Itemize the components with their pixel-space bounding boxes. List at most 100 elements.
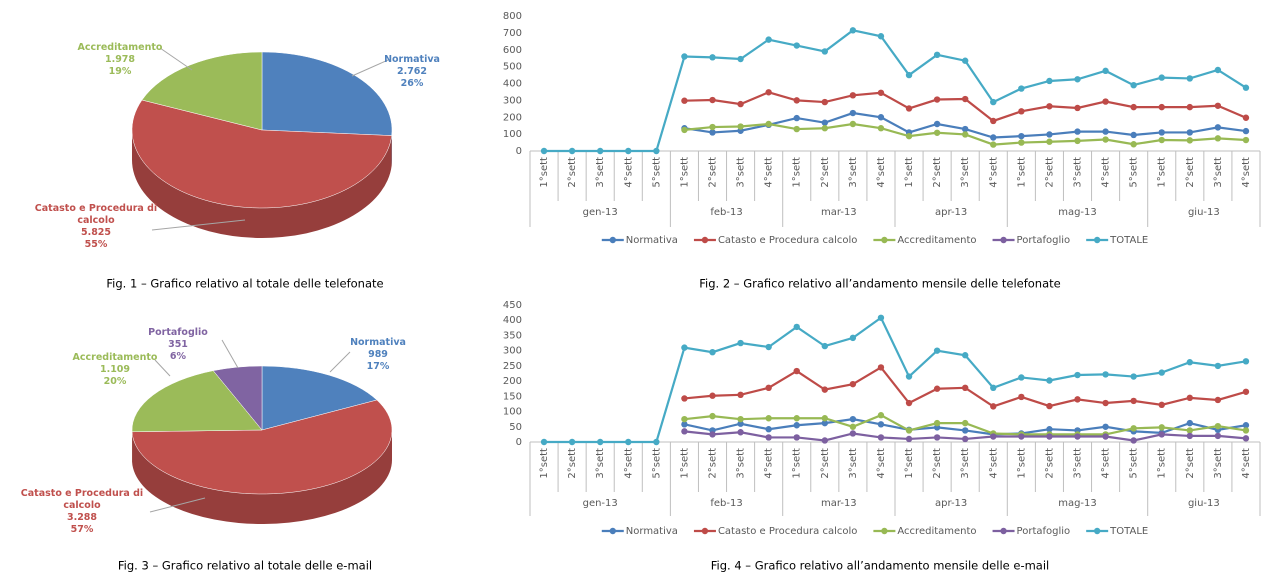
- series-marker: [1186, 359, 1194, 366]
- pie-label-percent: 57%: [70, 524, 94, 535]
- legend-marker: [1000, 236, 1007, 244]
- series-marker: [681, 97, 688, 104]
- series-marker: [793, 415, 800, 422]
- series-marker: [990, 141, 997, 148]
- series-marker: [737, 420, 744, 427]
- series-marker: [709, 54, 716, 61]
- x-tick-label: 4°sett: [1241, 448, 1252, 479]
- series-marker: [933, 96, 941, 103]
- y-tick-label: 300: [503, 95, 522, 106]
- x-tick-label: 2°sett: [932, 157, 943, 188]
- series-marker: [961, 384, 969, 392]
- series-marker: [1130, 425, 1137, 432]
- series-marker: [905, 132, 913, 140]
- series-marker: [568, 438, 576, 446]
- x-tick-label: 2°sett: [708, 157, 719, 188]
- x-tick-label: 1°sett: [539, 448, 550, 479]
- series-marker: [653, 438, 660, 446]
- series-marker: [905, 373, 913, 380]
- series-marker: [821, 125, 829, 132]
- x-group-label: apr-13: [935, 207, 967, 218]
- pie-label-value: 351: [168, 339, 188, 350]
- pie-label: Normativa 2.762 26%: [367, 54, 457, 90]
- series-marker: [877, 114, 885, 121]
- x-group-label: feb-13: [710, 498, 742, 509]
- legend-item: Portafoglio: [992, 526, 1070, 537]
- series-marker: [1158, 129, 1165, 136]
- series-marker: [821, 386, 829, 393]
- series-marker: [1102, 371, 1109, 378]
- x-group-label: mag-13: [1058, 207, 1097, 218]
- x-tick-label: 3°sett: [1073, 157, 1084, 188]
- series-marker: [877, 364, 885, 371]
- y-tick-label: 800: [503, 11, 522, 22]
- pie-label: Catasto e Procedura di calcolo 5.825 55%: [21, 203, 171, 251]
- x-tick-label: 2°sett: [820, 157, 831, 188]
- series-marker: [1046, 77, 1053, 85]
- x-tick-label: 3°sett: [1213, 157, 1224, 188]
- legend-item: Normativa: [601, 235, 678, 246]
- series-marker: [821, 48, 829, 55]
- series-marker: [1242, 127, 1250, 135]
- x-tick-label: 4°sett: [764, 157, 775, 188]
- series-marker: [877, 421, 885, 428]
- series-marker: [1018, 132, 1025, 140]
- legend-item: Portafoglio: [992, 235, 1071, 246]
- series-marker: [765, 343, 772, 351]
- legend-label: Portafoglio: [1017, 235, 1071, 246]
- pie-label-name: Normativa: [350, 337, 406, 348]
- y-tick-label: 450: [503, 300, 522, 311]
- series-marker: [1214, 422, 1222, 430]
- x-tick-label: 5°sett: [651, 157, 662, 188]
- series-marker: [625, 147, 632, 155]
- series-marker: [681, 415, 688, 423]
- series-marker: [1046, 377, 1053, 384]
- series-marker: [933, 129, 941, 136]
- pie-label-percent: 19%: [108, 66, 132, 77]
- series-line: [544, 29, 1247, 153]
- y-tick-label: 100: [503, 129, 522, 140]
- series-marker: [653, 147, 660, 155]
- legend-label: TOTALE: [1109, 526, 1148, 537]
- x-tick-label: 2°sett: [1044, 448, 1055, 479]
- series-marker: [905, 435, 913, 443]
- series-marker: [1102, 128, 1109, 135]
- series-marker: [961, 57, 969, 64]
- series-marker: [933, 419, 941, 427]
- x-group-label: feb-13: [710, 207, 742, 218]
- legend-marker: [609, 527, 616, 535]
- legend-item: Catasto e Procedura calcolo: [693, 235, 857, 246]
- series-marker: [1102, 433, 1109, 440]
- series-line: [544, 316, 1247, 444]
- series-marker: [793, 114, 800, 122]
- y-tick-label: 50: [509, 422, 522, 433]
- series-marker: [1074, 104, 1081, 112]
- series-marker: [821, 119, 829, 126]
- series-marker: [821, 437, 829, 444]
- series-marker: [1018, 139, 1025, 146]
- series-marker: [961, 435, 969, 443]
- series-marker: [1074, 396, 1081, 403]
- series-marker: [1242, 136, 1250, 144]
- series-marker: [933, 120, 941, 128]
- series-marker: [1242, 358, 1250, 365]
- series-marker: [1214, 66, 1222, 74]
- series-marker: [765, 415, 772, 422]
- series-marker: [990, 98, 997, 106]
- x-tick-label: 2°sett: [708, 448, 719, 479]
- series-marker: [1242, 422, 1250, 429]
- series-marker: [1102, 423, 1109, 430]
- figure-caption: Fig. 2 – Grafico relativo all’andamento …: [699, 277, 1060, 291]
- x-tick-label: 4°sett: [988, 157, 999, 188]
- legend-item: Accreditamento: [873, 526, 977, 537]
- series-marker: [1242, 435, 1250, 442]
- series-marker: [681, 421, 688, 428]
- y-tick-label: 100: [503, 407, 522, 418]
- series-marker: [849, 430, 857, 437]
- x-tick-label: 1°sett: [792, 157, 803, 188]
- series-marker: [793, 97, 800, 104]
- legend-marker: [701, 527, 709, 535]
- x-tick-label: 4°sett: [1241, 157, 1252, 188]
- x-group-label: mar-13: [821, 207, 857, 218]
- series-marker: [765, 384, 772, 392]
